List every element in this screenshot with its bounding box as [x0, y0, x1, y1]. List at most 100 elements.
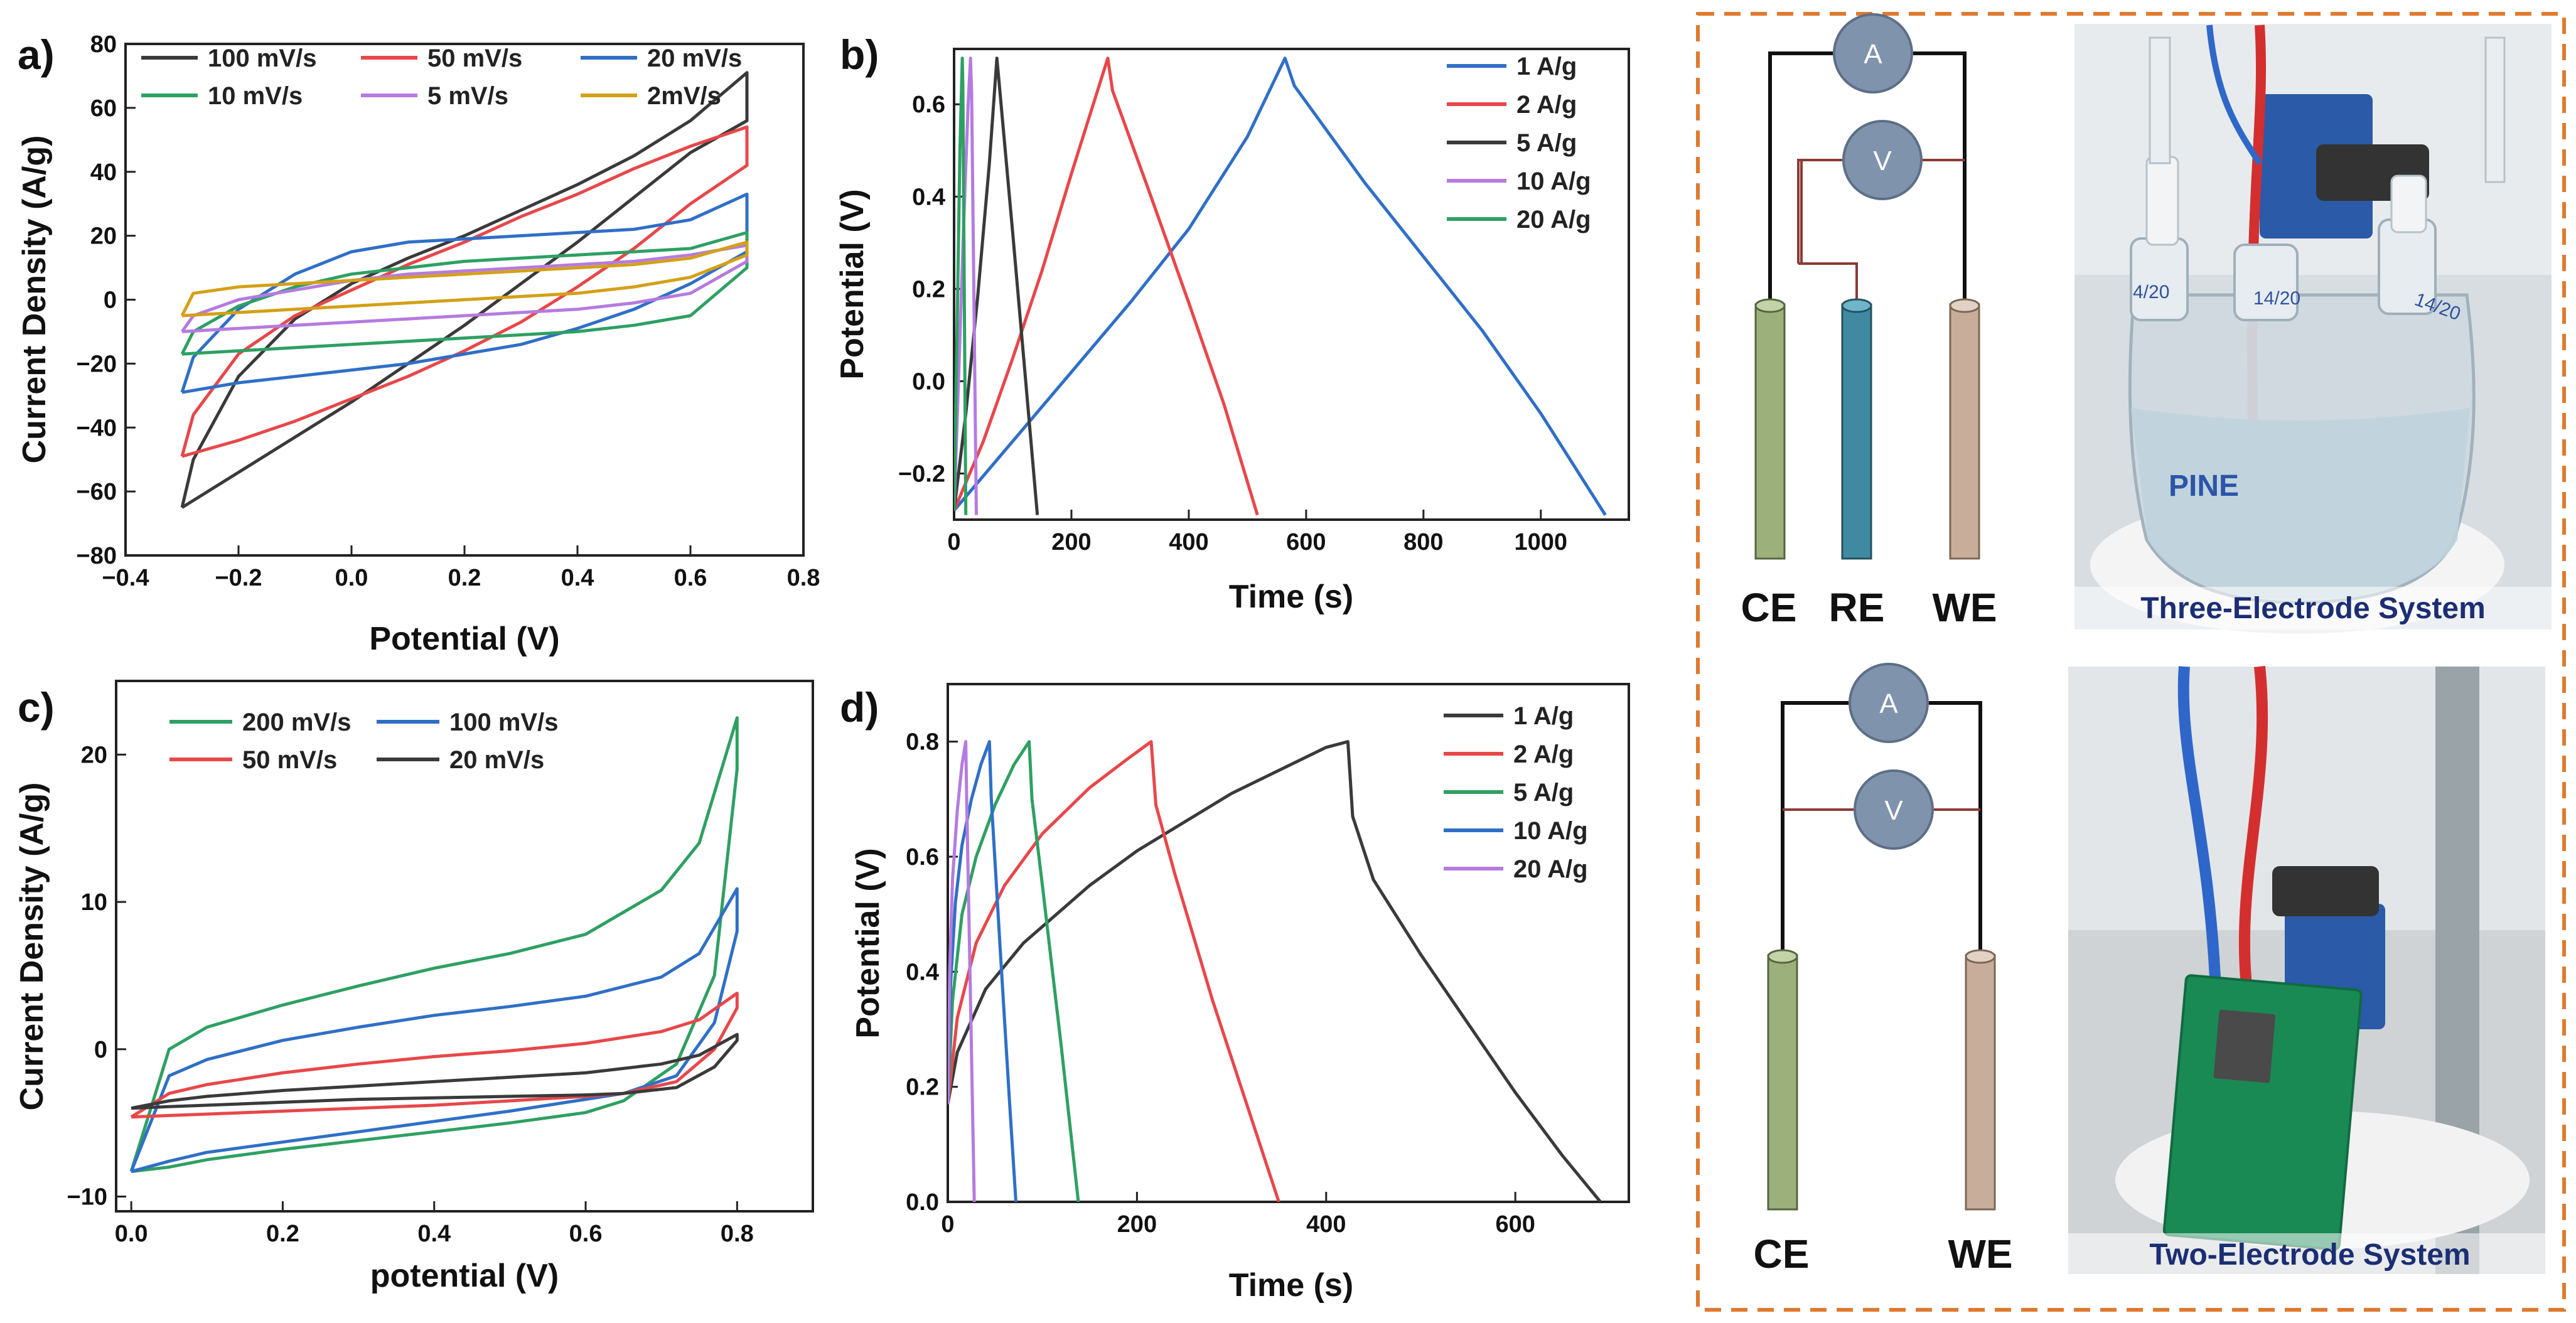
neck-left-3e [2130, 237, 2189, 321]
series-line-100-mv-s [129, 887, 739, 1174]
panel-c-xticks: 0.0 0.2 0.4 0.6 0.8 [115, 1201, 754, 1247]
panel-b-xticks: 0 200 400 600 800 1000 [947, 510, 1567, 555]
series-line-2-a-g [954, 56, 1259, 516]
y-tick-label: 0.0 [912, 368, 945, 395]
we-label-3e: WE [1932, 585, 1997, 630]
y-tick-label: 0.6 [912, 92, 945, 118]
y-tick-label: 20 [90, 223, 117, 250]
series-line-10-a-g [954, 56, 978, 515]
panel-d-xticks: 0 200 400 600 [941, 1192, 1535, 1238]
y-tick-label: 0.0 [906, 1189, 939, 1216]
legend-label: 1 A/g [1513, 702, 1574, 730]
y-tick-label: −40 [77, 415, 117, 441]
x-tick-label: 0.6 [674, 565, 707, 591]
electrode-pattern-2e [2213, 1009, 2276, 1083]
legend-label: 20 A/g [1513, 855, 1588, 883]
legend-label: 10 A/g [1516, 168, 1591, 195]
series-line-5-a-g [954, 56, 1039, 515]
electrolyte-3e [2131, 408, 2470, 599]
y-tick-label: 60 [90, 95, 117, 122]
x-tick-label: 1000 [1515, 529, 1568, 555]
blue-lead-2e [2177, 666, 2221, 992]
stopper-left-3e [2145, 156, 2179, 246]
x-tick-label: 0.8 [787, 565, 820, 591]
re-label-3e: RE [1829, 585, 1885, 630]
legend-label: 2mV/s [647, 82, 721, 110]
panel-d-series [948, 740, 1602, 1202]
panel-a-ylabel: Current Density (A/g) [16, 136, 53, 464]
ce-rod-top-3e [1754, 298, 1786, 313]
y-tick-label: 40 [90, 159, 117, 186]
voltmeter-icon-3e [1842, 120, 1923, 200]
legend-label: 10 A/g [1513, 817, 1588, 845]
panel-d-label: d) [840, 684, 879, 731]
legend-label: 5 mV/s [427, 82, 508, 110]
re-rod-top-3e [1841, 298, 1872, 313]
y-tick-label: 0.6 [906, 844, 939, 870]
we-rod-top-2e [1965, 949, 1996, 964]
panel-b-label: b) [840, 31, 879, 78]
series-line-5-a-g [948, 740, 1080, 1202]
y-tick-label: 0.4 [912, 184, 945, 210]
legend-label: 10 mV/s [208, 82, 303, 110]
we-rod-3e [1949, 303, 1980, 560]
ce-rod-top-2e [1767, 949, 1798, 964]
y-tick-label: 10 [81, 889, 107, 916]
series-line-1-a-g [948, 740, 1602, 1202]
legend-label: 50 mV/s [242, 746, 337, 774]
voltmeter-icon-2e [1854, 769, 1934, 850]
caption-bg-2e [2068, 1233, 2545, 1274]
we-rod-top-3e [1949, 298, 1980, 313]
series-line-20-a-g [954, 56, 968, 515]
panel-a-yticks: −80 −60 −40 −20 0 20 40 60 80 [77, 31, 136, 569]
x-tick-label: 0.2 [448, 565, 481, 591]
re-wire-3e [1798, 262, 1858, 301]
series-line-1-a-g [954, 56, 1607, 516]
x-tick-label: 0.8 [721, 1221, 754, 1247]
ammeter-wire-2e [1781, 701, 1982, 954]
series-line-2mv-s [180, 240, 749, 318]
x-tick-label: 400 [1306, 1211, 1346, 1238]
x-tick-label: 200 [1117, 1211, 1157, 1238]
panel-a-series [180, 71, 749, 509]
x-tick-label: −0.2 [215, 565, 262, 591]
legend-label: 2 A/g [1513, 741, 1574, 768]
ce-label-2e: CE [1754, 1231, 1810, 1277]
x-tick-label: 400 [1169, 529, 1208, 555]
series-line-10-mv-s [180, 231, 749, 356]
y-tick-label: 0.8 [906, 729, 939, 756]
glass-tube-left-3e [2149, 36, 2171, 164]
legend-label: 1 A/g [1516, 53, 1577, 80]
legend-label: 5 A/g [1516, 129, 1577, 157]
series-line-100-mv-s [180, 71, 749, 509]
x-tick-label: 600 [1286, 529, 1326, 555]
panel-c-plot-frame [115, 680, 814, 1213]
legend-label: 20 mV/s [449, 746, 544, 774]
panel-d-legend: 1 A/g 2 A/g 5 A/g 10 A/g 20 A/g [1444, 702, 1588, 883]
voltmeter-label-3e: V [1873, 146, 1892, 176]
panel-d-xlabel: Time (s) [1229, 1267, 1353, 1304]
y-tick-label: −0.2 [898, 461, 945, 487]
panel-c-yticks: −10 0 10 20 [67, 742, 126, 1211]
series-line-50-mv-s [130, 992, 739, 1119]
panel-c-chart: c) 0.0 0.2 0.4 0.6 0.8 −10 0 10 20 200 mV/s 100 … [14, 680, 814, 1294]
panel-b-chart: b) 0 200 400 600 800 1000 −0.2 0.0 0.2 0.4 0.6 1 … [834, 31, 1630, 615]
panel-b-yticks: −0.2 0.0 0.2 0.4 0.6 [898, 92, 964, 487]
x-tick-label: 0.6 [569, 1221, 603, 1247]
y-tick-label: 0.2 [906, 1074, 939, 1101]
glass-tube-right-3e [2484, 36, 2506, 183]
y-tick-label: 0.2 [912, 276, 945, 303]
x-tick-label: 800 [1403, 529, 1443, 555]
ammeter-wire-3e [1768, 51, 1967, 301]
legend-label: 200 mV/s [242, 709, 351, 736]
caption-bg-3e [2074, 587, 2552, 629]
voltmeter-label-2e: V [1884, 795, 1903, 826]
y-tick-label: −10 [67, 1184, 107, 1211]
ce-rod-3e [1754, 303, 1786, 560]
we-rod-2e [1965, 954, 1996, 1211]
y-tick-label: 0 [104, 287, 117, 314]
panel-c-xlabel: potential (V) [370, 1258, 559, 1294]
x-tick-label: 0.0 [335, 565, 368, 591]
three-electrode-caption: Three-Electrode System [2140, 592, 2486, 625]
black-clip-2e [2272, 866, 2379, 916]
